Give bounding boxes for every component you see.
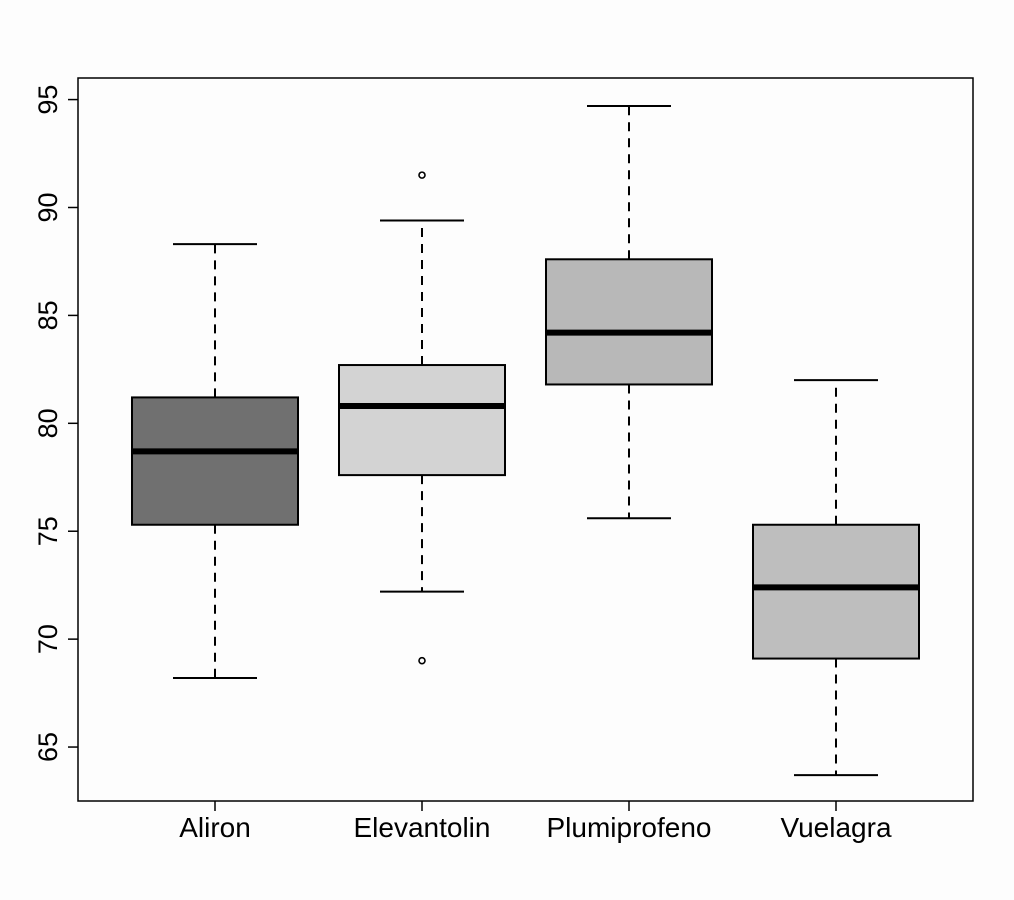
box-aliron: [131, 243, 299, 679]
y-tick-label: 85: [33, 300, 63, 330]
y-tick-label: 75: [33, 516, 63, 546]
plot-frame: [77, 77, 974, 802]
iqr-box: [752, 523, 920, 660]
iqr-box: [131, 396, 299, 526]
y-tick-label: 90: [33, 192, 63, 222]
iqr-box: [545, 258, 713, 386]
box-plumiprofeno: [545, 105, 713, 520]
outlier-point: [418, 171, 426, 179]
x-tick-label: Elevantolin: [354, 812, 491, 843]
outlier-point: [418, 656, 426, 665]
y-axis: 65 70 75 80 85 90 95: [33, 85, 78, 762]
box-vuelagra: [752, 379, 920, 777]
y-tick-label: 70: [33, 624, 63, 654]
iqr-box: [338, 364, 506, 477]
x-tick-label: Aliron: [179, 812, 251, 843]
x-axis: Aliron Elevantolin Plumiprofeno Vuelagra: [179, 801, 892, 843]
y-tick-label: 80: [33, 408, 63, 438]
x-tick-label: Plumiprofeno: [547, 812, 712, 843]
y-tick-label: 95: [33, 85, 63, 115]
box-series: [131, 105, 920, 777]
x-tick-label: Vuelagra: [780, 812, 891, 843]
y-tick-label: 65: [33, 732, 63, 762]
box-elevantolin: [338, 171, 506, 665]
